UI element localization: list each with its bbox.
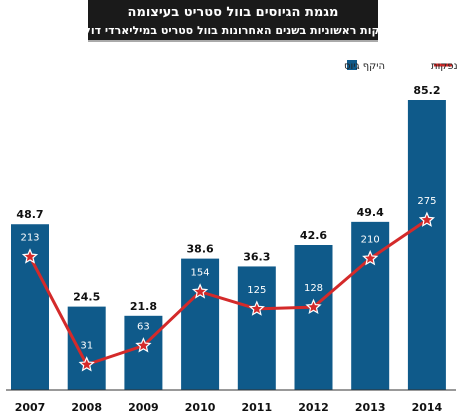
x-tick-label-2009: 2009 xyxy=(128,401,159,414)
line-value-label-2011: 125 xyxy=(247,285,266,296)
bar-value-label-2012: 42.6 xyxy=(300,229,327,242)
legend-line-label: מספר הנפקות xyxy=(431,61,458,72)
line-point-2012 xyxy=(305,298,322,315)
line-point-2008 xyxy=(78,356,95,372)
bar-2008 xyxy=(67,306,106,390)
x-tick-label-2014: 2014 xyxy=(412,401,443,414)
x-tick-label-2007: 2007 xyxy=(15,401,46,414)
bar-value-label-2007: 48.7 xyxy=(16,208,43,221)
line-point-2014 xyxy=(418,211,436,227)
bar-value-label-2008: 24.5 xyxy=(73,291,100,304)
chart-title: מגמת הגיוסים בוול סטריט בעיצומה xyxy=(128,5,339,20)
chart-legend: היקף גיוס מספר הנפקות xyxy=(344,60,458,72)
bar-value-label-2011: 36.3 xyxy=(243,250,270,263)
bar-value-label-2009: 21.8 xyxy=(130,300,157,313)
line-point-2013 xyxy=(362,249,379,266)
line-value-label-2012: 128 xyxy=(304,283,323,294)
line-layer xyxy=(21,211,436,372)
line-value-label-2008: 31 xyxy=(80,341,93,352)
bar-2013 xyxy=(351,221,390,390)
line-value-label-2010: 154 xyxy=(191,268,210,279)
header-bar xyxy=(88,0,378,40)
ipo-count-line xyxy=(28,218,428,367)
labels-layer: 48.7 24.5 21.8 38.6 36.3 42.6 49.4 85.2 213 31 63 1… xyxy=(16,84,440,352)
x-tick-label-2010: 2010 xyxy=(185,401,216,414)
line-value-label-2007: 213 xyxy=(20,233,39,244)
legend-bar-label: היקף גיוס xyxy=(344,61,385,72)
bar-2012 xyxy=(294,245,333,390)
x-tick-label-2012: 2012 xyxy=(298,401,329,414)
chart-subtitle: הנפקות ראשוניות בשנים האחרונות בוול סטרי… xyxy=(67,24,400,37)
line-point-2011 xyxy=(248,300,265,316)
bar-value-label-2010: 38.6 xyxy=(187,243,214,256)
x-tick-label-2008: 2008 xyxy=(71,401,102,414)
bars-layer xyxy=(11,100,446,390)
line-point-2010 xyxy=(191,283,209,299)
line-point-2009 xyxy=(135,337,152,353)
x-tick-label-2013: 2013 xyxy=(355,401,386,414)
bar-2010 xyxy=(181,258,220,390)
bar-2014 xyxy=(407,100,446,390)
line-value-label-2013: 210 xyxy=(361,235,380,246)
x-axis: 2007 2008 2009 2010 2011 2012 2013 2014 xyxy=(15,401,443,414)
x-tick-label-2011: 2011 xyxy=(241,401,272,414)
bar-2009 xyxy=(124,315,163,390)
bar-value-label-2013: 49.4 xyxy=(357,206,384,219)
line-value-label-2009: 63 xyxy=(137,322,150,333)
legend-bar-swatch xyxy=(347,60,357,70)
bar-value-label-2014: 85.2 xyxy=(413,84,440,97)
chart-header: מגמת הגיוסים בוול סטריט בעיצומה הנפקות ר… xyxy=(67,0,400,42)
line-value-label-2014: 275 xyxy=(417,196,436,207)
bar-2011 xyxy=(237,266,276,390)
line-point-2007 xyxy=(21,248,39,264)
